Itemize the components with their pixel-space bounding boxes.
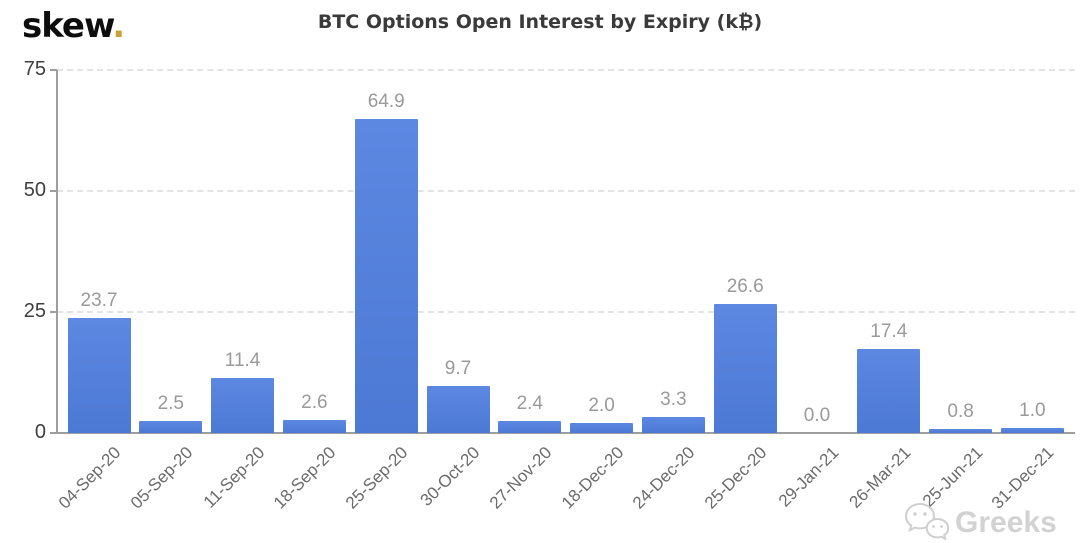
bar	[1000, 428, 1064, 433]
y-axis-label: 75	[23, 58, 46, 80]
y-axis-label: 25	[23, 300, 46, 322]
bar	[570, 423, 634, 433]
bar-value-label: 9.7	[444, 358, 472, 380]
wechat-icon	[903, 500, 950, 543]
bar-value-label: 11.4	[224, 349, 261, 371]
bar	[354, 118, 418, 433]
bar-value-label: 2.0	[588, 395, 615, 417]
bar	[426, 386, 490, 433]
bar-value-label: 26.6	[726, 276, 764, 298]
bar-value-label: 2.6	[301, 392, 328, 414]
skew-logo-dot: .	[112, 6, 125, 46]
bar-value-label: 64.9	[367, 90, 405, 112]
gridline	[57, 311, 1075, 313]
gridline	[57, 190, 1075, 192]
bar	[498, 421, 562, 433]
bar-value-label: 2.5	[157, 392, 184, 414]
bar	[282, 420, 346, 433]
watermark: Greeks	[903, 500, 1057, 543]
bar-value-label: 0.8	[947, 401, 974, 423]
bar	[713, 304, 777, 433]
y-axis-line	[56, 70, 58, 433]
watermark-text: Greeks	[955, 505, 1057, 539]
bar-value-label: 1.0	[1019, 400, 1046, 422]
bar	[641, 417, 705, 433]
gridline	[57, 69, 1075, 71]
bar-value-label: 17.4	[870, 320, 908, 342]
bar-value-label: 2.4	[516, 393, 543, 415]
skew-logo: skew.	[22, 4, 125, 48]
bar	[67, 318, 131, 433]
chart-title: BTC Options Open Interest by Expiry (k₿)	[317, 11, 763, 33]
y-axis-tick	[50, 190, 57, 192]
y-axis-tick	[50, 432, 57, 434]
y-axis-tick	[50, 311, 57, 313]
y-axis-label: 50	[23, 179, 46, 201]
x-axis-line	[57, 432, 1075, 434]
y-axis-label: 0	[34, 421, 46, 443]
bar-value-label: 3.3	[660, 389, 687, 411]
bar-value-label: 23.7	[80, 290, 118, 312]
bar	[857, 348, 921, 433]
bar	[139, 420, 203, 433]
bar	[929, 429, 993, 433]
skew-logo-text: skew	[22, 6, 113, 46]
bar-value-label: 0.0	[803, 405, 831, 426]
bar	[211, 377, 275, 433]
y-axis-tick	[50, 69, 57, 71]
